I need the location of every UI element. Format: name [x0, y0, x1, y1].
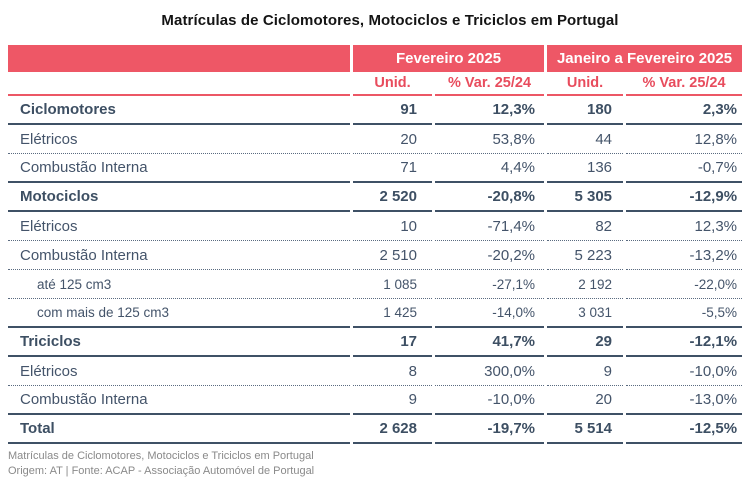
header-group-fevereiro: Fevereiro 2025: [353, 45, 545, 72]
cell-unid-ytd: 82: [547, 212, 624, 241]
subheader-unid-2: Unid.: [547, 72, 624, 96]
cell-unid-feb: 8: [353, 357, 432, 386]
cell-var-feb: -19,7%: [435, 415, 545, 444]
table-row-triciclos-combustao: Combustão Interna 9 -10,0% 20 -13,0%: [8, 386, 743, 415]
table-row-ciclomotores-combustao: Combustão Interna 71 4,4% 136 -0,7%: [8, 154, 743, 183]
subheader-unid-1: Unid.: [353, 72, 432, 96]
cell-var-ytd: -13,0%: [626, 386, 743, 415]
footer-caption: Matrículas de Ciclomotores, Motociclos e…: [8, 450, 314, 462]
row-label: Combustão Interna: [8, 386, 350, 415]
row-label: Total: [8, 415, 350, 444]
cell-var-ytd: -10,0%: [626, 357, 743, 386]
row-label: Combustão Interna: [8, 154, 350, 183]
cell-unid-feb: 9: [353, 386, 432, 415]
cell-unid-feb: 1 085: [353, 270, 432, 299]
cell-var-ytd: -22,0%: [626, 270, 743, 299]
cell-var-feb: 41,7%: [435, 328, 545, 357]
header-band: Fevereiro 2025 Janeiro a Fevereiro 2025: [8, 45, 743, 72]
cell-var-feb: 12,3%: [435, 96, 545, 125]
cell-var-ytd: -0,7%: [626, 154, 743, 183]
cell-unid-feb: 17: [353, 328, 432, 357]
row-label: até 125 cm3: [8, 270, 350, 299]
subheader-var-2: % Var. 25/24: [626, 72, 743, 96]
cell-unid-ytd: 180: [547, 96, 624, 125]
table-row-total: Total 2 628 -19,7% 5 514 -12,5%: [8, 415, 743, 444]
cell-unid-ytd: 5 514: [547, 415, 624, 444]
cell-var-feb: -14,0%: [435, 299, 545, 328]
cell-unid-ytd: 20: [547, 386, 624, 415]
cell-unid-feb: 1 425: [353, 299, 432, 328]
row-label: Ciclomotores: [8, 96, 350, 125]
cell-unid-ytd: 29: [547, 328, 624, 357]
cell-unid-ytd: 9: [547, 357, 624, 386]
cell-unid-feb: 2 628: [353, 415, 432, 444]
cell-var-feb: -27,1%: [435, 270, 545, 299]
cell-var-feb: -20,2%: [435, 241, 545, 270]
cell-var-feb: -20,8%: [435, 183, 545, 212]
row-label: Elétricos: [8, 357, 350, 386]
cell-var-ytd: 12,3%: [626, 212, 743, 241]
cell-unid-ytd: 44: [547, 125, 624, 154]
table-row-ciclomotores-eletricos: Elétricos 20 53,8% 44 12,8%: [8, 125, 743, 154]
row-label: Elétricos: [8, 125, 350, 154]
table-row-motociclos: Motociclos 2 520 -20,8% 5 305 -12,9%: [8, 183, 743, 212]
cell-var-ytd: 2,3%: [626, 96, 743, 125]
cell-unid-ytd: 136: [547, 154, 624, 183]
row-label: Triciclos: [8, 328, 350, 357]
cell-var-ytd: -12,9%: [626, 183, 743, 212]
header-band-empty-cell: [8, 45, 350, 72]
row-label: Motociclos: [8, 183, 350, 212]
registrations-table: Fevereiro 2025 Janeiro a Fevereiro 2025 …: [5, 45, 745, 444]
cell-var-feb: -71,4%: [435, 212, 545, 241]
footer-source: Origem: AT | Fonte: ACAP - Associação Au…: [8, 465, 315, 477]
cell-unid-feb: 2 520: [353, 183, 432, 212]
table-row-ciclomotores: Ciclomotores 91 12,3% 180 2,3%: [8, 96, 743, 125]
table-row-triciclos: Triciclos 17 41,7% 29 -12,1%: [8, 328, 743, 357]
cell-unid-feb: 71: [353, 154, 432, 183]
cell-var-ytd: -5,5%: [626, 299, 743, 328]
cell-unid-ytd: 2 192: [547, 270, 624, 299]
cell-unid-feb: 2 510: [353, 241, 432, 270]
cell-unid-ytd: 5 305: [547, 183, 624, 212]
cell-var-ytd: -12,1%: [626, 328, 743, 357]
table-row-motociclos-combustao: Combustão Interna 2 510 -20,2% 5 223 -13…: [8, 241, 743, 270]
cell-unid-ytd: 5 223: [547, 241, 624, 270]
table-row-ate-125cm3: até 125 cm3 1 085 -27,1% 2 192 -22,0%: [8, 270, 743, 299]
source-footer: Matrículas de Ciclomotores, Motociclos e…: [8, 449, 314, 479]
cell-unid-feb: 91: [353, 96, 432, 125]
row-label: Elétricos: [8, 212, 350, 241]
subheader-empty-cell: [8, 72, 350, 96]
cell-unid-feb: 20: [353, 125, 432, 154]
row-label: com mais de 125 cm3: [8, 299, 350, 328]
subheader-var-1: % Var. 25/24: [435, 72, 545, 96]
cell-unid-ytd: 3 031: [547, 299, 624, 328]
table-row-mais-125cm3: com mais de 125 cm3 1 425 -14,0% 3 031 -…: [8, 299, 743, 328]
cell-var-feb: 4,4%: [435, 154, 545, 183]
cell-var-feb: 300,0%: [435, 357, 545, 386]
cell-var-feb: -10,0%: [435, 386, 545, 415]
table-row-triciclos-eletricos: Elétricos 8 300,0% 9 -10,0%: [8, 357, 743, 386]
cell-var-ytd: 12,8%: [626, 125, 743, 154]
cell-var-feb: 53,8%: [435, 125, 545, 154]
page-title: Matrículas de Ciclomotores, Motociclos e…: [161, 12, 619, 29]
cell-unid-feb: 10: [353, 212, 432, 241]
table-row-motociclos-eletricos: Elétricos 10 -71,4% 82 12,3%: [8, 212, 743, 241]
row-label: Combustão Interna: [8, 241, 350, 270]
header-group-janeiro-fevereiro: Janeiro a Fevereiro 2025: [547, 45, 743, 72]
cell-var-ytd: -12,5%: [626, 415, 743, 444]
subheader-row: Unid. % Var. 25/24 Unid. % Var. 25/24: [8, 72, 743, 96]
cell-var-ytd: -13,2%: [626, 241, 743, 270]
